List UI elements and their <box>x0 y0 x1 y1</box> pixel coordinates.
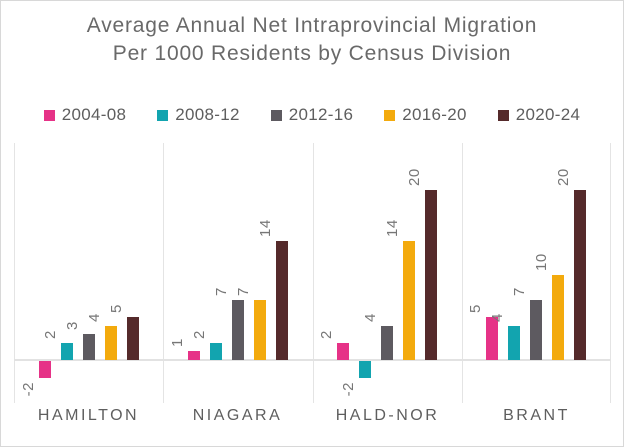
gridline-vertical <box>462 143 463 403</box>
plot-area: -2 2 3 4 5 1 2 7 7 14 2 -2 4 14 20 5 4 7 10 20 <box>14 143 611 403</box>
bar-brant-2012-16 <box>530 300 542 360</box>
legend-item-2008-12: 2008-12 <box>157 105 240 125</box>
x-axis-label-brant: BRANT <box>503 407 570 424</box>
legend-swatch-icon <box>43 109 55 121</box>
chart-title: Average Annual Net Intraprovincial Migra… <box>86 14 538 65</box>
bar-hald-nor-2020-24 <box>425 190 437 360</box>
bar-value-label: 2 <box>191 330 208 339</box>
bar-niagara-2008-12 <box>210 343 222 360</box>
bar-value-label: 2 <box>42 330 59 339</box>
legend-swatch-icon <box>384 109 396 121</box>
legend-item-2004-08: 2004-08 <box>43 105 127 125</box>
legend-item-2020-24: 2020-24 <box>497 105 581 125</box>
bar-hamilton-2016-20 <box>105 326 117 360</box>
bar-value-label: 5 <box>467 304 484 313</box>
legend-item-2012-16: 2012-16 <box>270 105 354 125</box>
bar-value-label: 1 <box>169 338 186 347</box>
bar-value-label: -2 <box>20 382 37 397</box>
legend-label: 2008-12 <box>175 105 240 124</box>
bar-niagara-2016-20 <box>254 300 266 360</box>
zero-baseline <box>14 359 611 361</box>
bar-hald-nor-2012-16 <box>381 326 393 360</box>
bar-value-label: 7 <box>235 287 252 296</box>
bar-brant-2016-20 <box>552 275 564 360</box>
bar-niagara-2012-16 <box>232 300 244 360</box>
gridline-vertical <box>163 143 164 403</box>
legend-swatch-icon <box>270 109 282 121</box>
gridline-vertical <box>313 143 314 403</box>
bar-hald-nor-2016-20 <box>403 241 415 360</box>
legend-label: 2020-24 <box>515 105 581 124</box>
legend-item-2016-20: 2016-20 <box>384 105 467 125</box>
gridline-vertical <box>14 143 15 403</box>
bar-value-label: 7 <box>511 287 528 296</box>
x-axis-label-niagara: NIAGARA <box>192 407 283 424</box>
bar-brant-2004-08 <box>486 317 498 360</box>
bar-hamilton-2004-08 <box>39 361 51 378</box>
legend-swatch-icon <box>157 109 169 121</box>
chart-legend: 2004-08 2008-12 2012-16 2016-20 2020-24 <box>1 105 623 125</box>
x-axis-label-hald-nor: HALD-NOR <box>335 407 440 424</box>
bar-value-label: 20 <box>555 168 572 186</box>
bar-value-label: 2 <box>318 330 335 339</box>
bar-value-label: 4 <box>362 313 379 322</box>
bar-niagara-2004-08 <box>188 351 200 360</box>
bar-value-label: 4 <box>86 313 103 322</box>
bar-value-label: -2 <box>340 382 357 397</box>
bar-value-label: 4 <box>489 313 506 322</box>
bar-brant-2008-12 <box>508 326 520 360</box>
bar-value-label: 20 <box>406 168 423 186</box>
x-axis-label-hamilton: HAMILTON <box>37 407 140 424</box>
bar-value-label: 10 <box>533 253 550 271</box>
bar-hald-nor-2008-12 <box>359 361 371 378</box>
bar-value-label: 14 <box>384 219 401 237</box>
x-axis-labels: HAMILTON NIAGARA HALD-NOR BRANT <box>14 407 611 429</box>
legend-label: 2004-08 <box>61 105 127 124</box>
bar-hamilton-2012-16 <box>83 334 95 360</box>
bar-value-label: 14 <box>257 219 274 237</box>
bar-value-label: 5 <box>108 304 125 313</box>
legend-label: 2012-16 <box>288 105 354 124</box>
bar-niagara-2020-24 <box>276 241 288 360</box>
bar-hald-nor-2004-08 <box>337 343 349 360</box>
gridline-vertical <box>610 143 611 403</box>
bar-value-label: 7 <box>213 287 230 296</box>
bar-value-label: 3 <box>64 321 81 330</box>
bar-hamilton-2020-24 <box>127 317 139 360</box>
bar-brant-2020-24 <box>574 190 586 360</box>
bar-hamilton-2008-12 <box>61 343 73 360</box>
legend-swatch-icon <box>497 109 509 121</box>
legend-label: 2016-20 <box>402 105 467 124</box>
